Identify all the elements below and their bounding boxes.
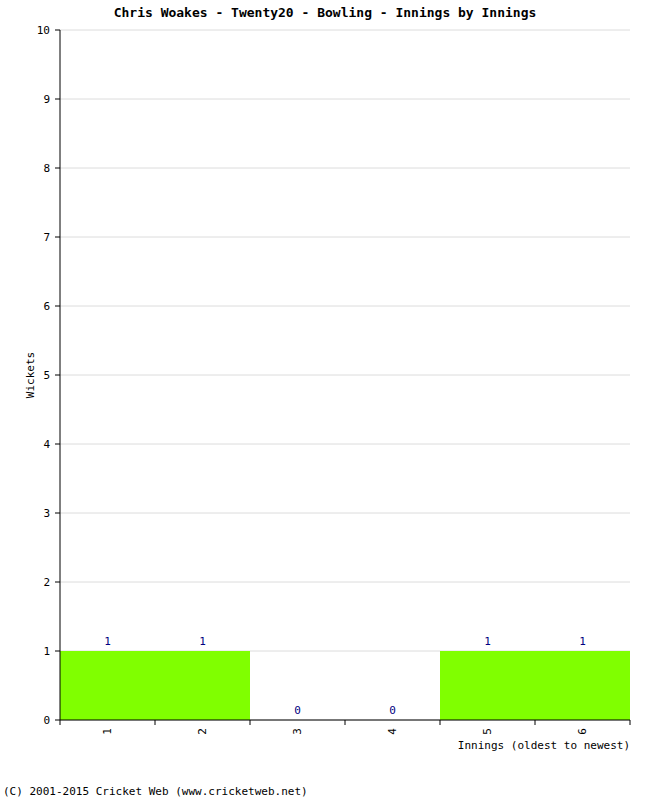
y-tick-label: 8 — [43, 162, 50, 175]
bar — [440, 651, 535, 720]
x-tick — [155, 720, 156, 725]
grid-line — [60, 168, 630, 169]
x-tick-label: 5 — [481, 728, 494, 735]
x-axis-label: Innings (oldest to newest) — [458, 739, 630, 752]
bar — [155, 651, 250, 720]
y-tick — [55, 582, 60, 583]
bar — [535, 651, 630, 720]
y-tick-label: 0 — [43, 714, 50, 727]
y-tick — [55, 99, 60, 100]
y-tick-label: 7 — [43, 231, 50, 244]
y-tick-label: 6 — [43, 300, 50, 313]
y-tick-label: 4 — [43, 438, 50, 451]
grid-line — [60, 513, 630, 514]
y-tick-label: 5 — [43, 369, 50, 382]
x-tick-label: 4 — [386, 728, 399, 735]
data-label: 0 — [294, 704, 301, 717]
y-tick — [55, 237, 60, 238]
y-tick — [55, 375, 60, 376]
x-tick — [440, 720, 441, 725]
x-tick-label: 2 — [196, 728, 209, 735]
x-tick — [250, 720, 251, 725]
data-label: 1 — [199, 635, 206, 648]
y-tick — [55, 720, 60, 721]
y-axis — [60, 30, 61, 720]
y-tick — [55, 168, 60, 169]
background — [0, 0, 650, 800]
bars — [60, 651, 630, 720]
y-tick — [55, 306, 60, 307]
x-tick-label: 3 — [291, 728, 304, 735]
x-tick — [345, 720, 346, 725]
title: Chris Woakes - Twenty20 - Bowling - Inni… — [114, 5, 537, 20]
x-tick — [630, 720, 631, 725]
x-tick-label: 1 — [101, 728, 114, 735]
data-label: 1 — [484, 635, 491, 648]
data-label: 1 — [104, 635, 111, 648]
y-tick — [55, 30, 60, 31]
y-tick-label: 9 — [43, 93, 50, 106]
x-tick — [535, 720, 536, 725]
y-axis-label: Wickets — [24, 352, 37, 398]
grid-line — [60, 30, 630, 31]
footer-note: (C) 2001-2015 Cricket Web (www.cricketwe… — [3, 785, 308, 798]
data-label: 1 — [579, 635, 586, 648]
y-tick — [55, 651, 60, 652]
grid-line — [60, 237, 630, 238]
y-tick-label: 10 — [37, 24, 50, 37]
data-label: 0 — [389, 704, 396, 717]
grid-line — [60, 99, 630, 100]
y-tick — [55, 444, 60, 445]
chart-container: 012345678910110011123456Chris Woakes - T… — [0, 0, 650, 800]
grid-line — [60, 306, 630, 307]
y-tick — [55, 513, 60, 514]
grid-line — [60, 444, 630, 445]
x-tick-label: 6 — [576, 728, 589, 735]
x-tick — [60, 720, 61, 725]
grid-line — [60, 375, 630, 376]
chart-svg: 012345678910110011123456Chris Woakes - T… — [0, 0, 650, 800]
bar — [60, 651, 155, 720]
grid-line — [60, 582, 630, 583]
y-tick-label: 3 — [43, 507, 50, 520]
y-tick-label: 1 — [43, 645, 50, 658]
y-tick-label: 2 — [43, 576, 50, 589]
